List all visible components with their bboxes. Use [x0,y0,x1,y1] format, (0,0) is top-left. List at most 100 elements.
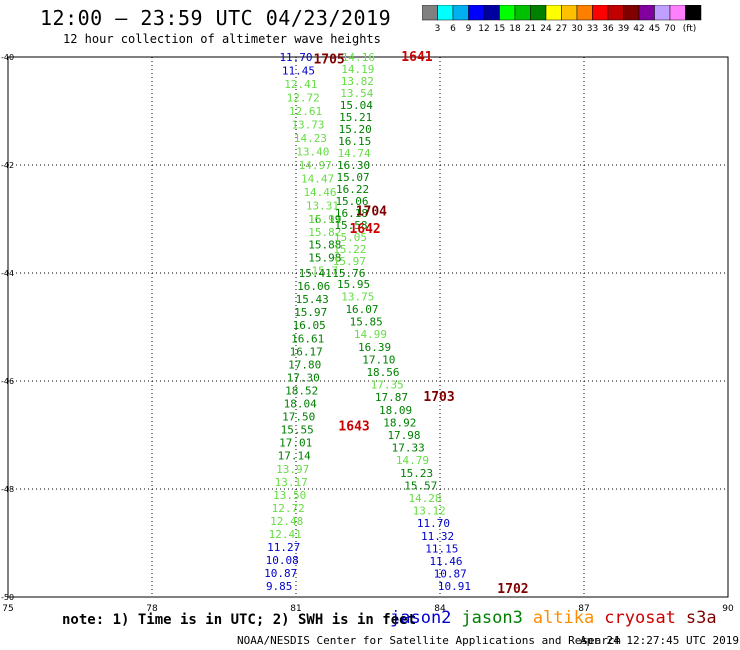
wave-height-value: 14.79 [396,454,429,467]
scale-tick-label: 15 [494,24,505,34]
scale-tick-label: 3 [435,24,441,34]
scale-tick-label: 70 [664,24,676,34]
legend-s3a: s3a [685,608,717,628]
wave-height-value: 13.12 [413,505,446,518]
credit-line: NOAA/NESDIS Center for Satellite Applica… [237,634,622,647]
track-time-label: 1643 [338,419,369,434]
wave-height-value: 12.72 [272,502,305,515]
legend-jason2: jason2 [390,608,452,628]
scale-tick-label: 39 [618,24,630,34]
wave-height-value: 14.28 [408,492,441,505]
wave-height-value: 14.16 [342,51,375,64]
wave-height-value: 14.99 [354,328,387,341]
wave-height-value: 17.98 [387,429,420,442]
wave-height-value: 14.19 [341,63,374,76]
track-time-label: 1642 [349,222,380,237]
scale-tick-label: 33 [587,24,598,34]
wave-height-value: 14.23 [294,132,327,145]
wave-height-value: 14.97 [299,159,332,172]
wave-height-value: 15.06 [335,195,368,208]
wave-height-value: 15.97 [333,255,366,268]
wave-height-value: 15.41 [299,267,332,280]
wave-height-value: 16.07 [345,303,378,316]
wave-height-value: 12.48 [270,515,303,528]
track-time-label: 1705 [313,53,344,68]
wave-height-value: 15.7 [312,264,339,277]
wave-height-value: 13.54 [340,87,373,100]
wave-height-value: 16.18 [335,207,368,220]
wave-height-value: 12.72 [287,92,320,105]
wave-height-value: 17.80 [288,358,321,371]
wave-height-value: 15.20 [339,123,372,136]
wave-height-value: 15.95 [337,278,370,291]
wave-height-value: 15.97 [294,306,327,319]
track-time-label: 1703 [423,390,454,405]
wave-height-value: 16.22 [336,183,369,196]
wave-height-value: 18.09 [379,404,412,417]
wave-height-value: 15.43 [296,293,329,306]
wave-height-value: 18.04 [284,398,317,411]
wave-height-value: 16.61 [291,332,324,345]
legend-altika: altika [532,608,595,628]
wave-height-value: 16.05 [293,319,326,332]
scale-tick-label: 36 [602,24,614,34]
wave-height-value: 17.30 [287,371,320,384]
scale-tick-label: 30 [571,24,583,34]
wave-height-value: 14.46 [303,186,336,199]
lon-tick-label: 78 [146,604,158,614]
wave-height-color-scale: 3 6 9 12 15 18 21 24 27 30 33 36 39 42 45 70 (ft) [422,5,702,34]
wave-height-value: 13.75 [341,290,374,303]
lat-tick-label: -48 [1,485,14,494]
wave-height-value: 18.56 [366,366,399,379]
wave-height-value: 13.50 [273,489,306,502]
wave-height-value: 15.58 [334,219,367,232]
wave-height-value: 14.74 [338,147,371,160]
wave-height-value: 17.14 [278,450,311,463]
wave-height-value: 12.41 [269,528,302,541]
generation-timestamp: Apr 24 12:27:45 UTC 2019 [580,634,739,647]
wave-height-value: 11.15 [425,542,458,555]
scale-swatch [685,5,702,21]
legend-jason3: jason3 [461,608,523,628]
wave-height-value: 11.45 [282,65,315,78]
wave-height-value: 10.87 [264,567,297,580]
wave-height-value: 11.46 [429,555,462,568]
wave-height-value: 11.70 [279,51,312,64]
wave-height-value: 12.61 [289,105,322,118]
wave-height-value: 18.52 [285,384,318,397]
wave-height-value: 13.73 [291,119,324,132]
wave-height-value: 15.23 [400,467,433,480]
wave-height-value: 13.40 [296,146,329,159]
lat-tick-label: -40 [1,53,14,62]
wave-height-value: 16.17 [290,345,323,358]
wave-height-value: 10.87 [434,568,467,581]
scale-tick-label: 27 [556,24,567,34]
wave-height-value: 15.85 [350,316,383,329]
map-frame [7,56,729,598]
wave-height-value: 16.39 [358,341,391,354]
lat-tick-label: -50 [1,593,14,602]
wave-height-value: 15.57 [404,479,437,492]
wave-height-value: 15.91 [308,213,341,226]
scale-tick-label: 45 [649,24,660,34]
wave-height-value: 15.22 [333,243,366,256]
wave-height-value: 14.47 [301,173,334,186]
lat-tick-label: -42 [1,161,14,170]
wave-height-value: 15.76 [332,267,365,280]
satellite-legend: jason2 jason3 altika cryosat s3a [390,608,727,628]
track-time-label: 1702 [497,582,528,597]
wave-height-value: 13.97 [276,463,309,476]
lat-tick-label: -44 [1,269,14,278]
wave-height-value: 15.82 [308,226,341,239]
lat-tick-label: -46 [1,377,14,386]
footer-note: note: 1) Time is in UTC; 2) SWH is in fe… [62,612,417,628]
wave-height-value: 16.30 [337,159,370,172]
lon-tick-label: 81 [290,604,301,614]
scale-tick-label: 9 [466,24,472,34]
wave-height-value: 15.05 [334,231,367,244]
map-subtitle: 12 hour collection of altimeter wave hei… [63,32,381,46]
wave-height-value: 12.41 [284,78,317,91]
lon-tick-label: 75 [2,604,13,614]
scale-tick-label: 12 [478,24,489,34]
